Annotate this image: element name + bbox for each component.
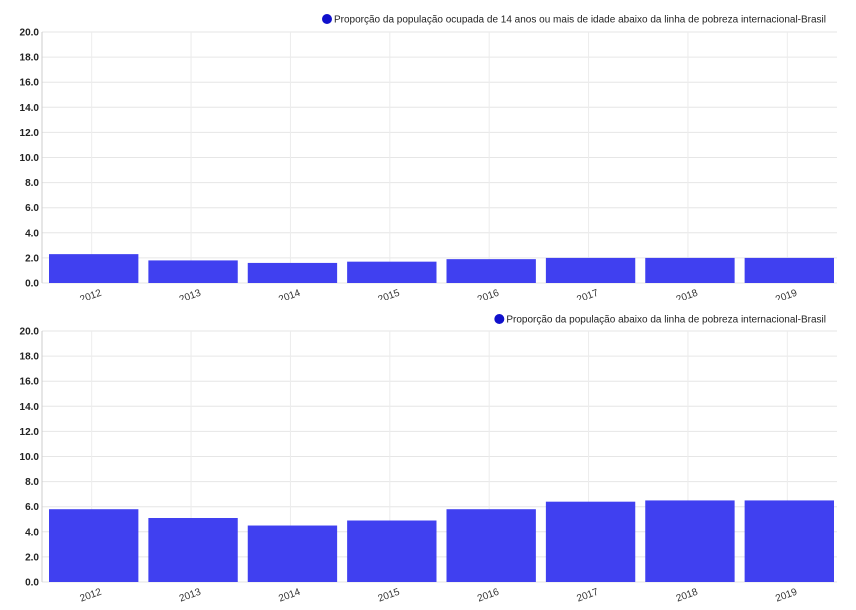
y-tick-label: 16.0: [20, 78, 40, 89]
chart-population-poverty: 0.0 2.0 4.0 6.0 8.0 10.0 12.0 14.0 16.0 18.0 20.0 2…: [20, 314, 837, 605]
bar-2014[interactable]: [247, 262, 338, 283]
legend-label: Proporção da população abaixo da linha d…: [506, 315, 826, 326]
y-tick-label: 10.0: [20, 452, 40, 463]
y-tick-label: 8.0: [25, 178, 39, 189]
y-tick-label: 6.0: [25, 502, 39, 513]
legend-marker-icon: [321, 14, 332, 24]
legend[interactable]: Proporção da população ocupada de 14 ano…: [321, 14, 826, 26]
y-tick-label: 0.0: [25, 578, 39, 589]
y-tick-label: 2.0: [25, 552, 39, 563]
x-tick-label: 2012: [78, 288, 103, 300]
x-tick-label: 2013: [178, 587, 203, 605]
x-tick-label: 2016: [476, 587, 501, 605]
x-tick-label: 2014: [277, 587, 302, 605]
x-tick-label: 2017: [575, 288, 600, 300]
y-tick-label: 6.0: [25, 203, 39, 214]
y-tick-label: 18.0: [20, 352, 40, 363]
y-tick-label: 8.0: [25, 477, 39, 488]
y-tick-label: 0.0: [25, 279, 39, 290]
bar-2016[interactable]: [446, 509, 536, 582]
legend[interactable]: Proporção da população abaixo da linha d…: [494, 314, 826, 326]
x-tick-label: 2019: [774, 288, 799, 300]
y-tick-label: 12.0: [20, 128, 40, 139]
bar-2019[interactable]: [744, 257, 834, 283]
y-tick-label: 20.0: [20, 28, 40, 39]
y-tick-label: 2.0: [25, 253, 39, 264]
x-tick-label: 2016: [476, 288, 501, 300]
bar-2012[interactable]: [49, 254, 139, 283]
bar-2018[interactable]: [645, 500, 735, 582]
bar-2014[interactable]: [247, 525, 338, 582]
x-tick-label: 2018: [675, 288, 700, 300]
x-tick-label: 2013: [178, 288, 203, 300]
x-tick-label: 2012: [78, 587, 103, 605]
x-tick-label: 2019: [774, 587, 799, 605]
bar-2015[interactable]: [347, 520, 437, 582]
bar-2016[interactable]: [446, 259, 536, 283]
legend-marker-icon: [494, 314, 505, 324]
chart-ocupada-poverty: 0.0 2.0 4.0 6.0 8.0 10.0 12.0 14.0 16.0 18.0 20.0 2…: [20, 14, 837, 300]
x-tick-label: 2017: [575, 587, 600, 605]
bar-2017[interactable]: [545, 501, 636, 582]
bar-2013[interactable]: [148, 517, 238, 582]
bar-2012[interactable]: [49, 509, 139, 582]
y-tick-label: 20.0: [20, 327, 40, 338]
x-tick-label: 2018: [675, 587, 700, 605]
y-tick-label: 4.0: [25, 527, 39, 538]
x-tick-label: 2015: [377, 288, 402, 300]
y-tick-label: 10.0: [20, 153, 40, 164]
bar-2018[interactable]: [645, 257, 735, 283]
y-tick-label: 16.0: [20, 377, 40, 388]
bar-2017[interactable]: [545, 257, 636, 283]
y-tick-label: 4.0: [25, 228, 39, 239]
bar-2015[interactable]: [347, 261, 437, 283]
y-tick-label: 12.0: [20, 427, 40, 438]
x-tick-label: 2014: [277, 288, 302, 300]
bar-2019[interactable]: [744, 500, 834, 582]
x-tick-label: 2015: [377, 587, 402, 605]
legend-label: Proporção da população ocupada de 14 ano…: [334, 15, 826, 26]
y-tick-label: 14.0: [20, 103, 40, 114]
bar-2013[interactable]: [148, 260, 238, 283]
y-tick-label: 18.0: [20, 53, 40, 64]
y-tick-label: 14.0: [20, 402, 40, 413]
